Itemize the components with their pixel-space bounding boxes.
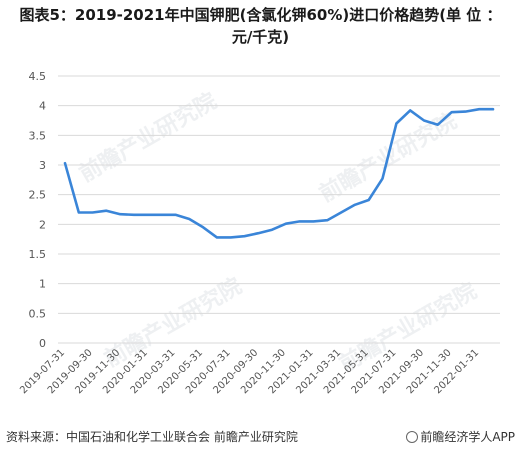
- chart-title-line1: 图表5：2019-2021年中国钾肥(含氯化钾60%)进口价格趋势(单 位 ：: [19, 6, 502, 24]
- footer: 资料来源：中国石油和化学工业联合会 前瞻产业研究院 前瞻经济学人APP: [6, 428, 515, 446]
- y-tick-label: 0.5: [29, 307, 47, 320]
- chart-title-line2: 元/千克): [231, 28, 290, 46]
- app-logo-icon: [406, 431, 419, 443]
- series-line: [63, 107, 495, 239]
- y-tick-label: 4.5: [29, 70, 47, 83]
- y-tick-label: 1: [39, 278, 46, 291]
- chart-title: 图表5：2019-2021年中国钾肥(含氯化钾60%)进口价格趋势(单 位 ： …: [0, 4, 521, 48]
- y-tick-label: 0: [39, 337, 46, 350]
- y-tick-label: 4: [39, 100, 46, 113]
- y-tick-label: 3: [39, 159, 46, 172]
- y-tick-label: 2.5: [29, 189, 47, 202]
- y-tick-label: 3.5: [29, 129, 47, 142]
- y-tick-label: 1.5: [29, 248, 47, 261]
- source-note: 资料来源：中国石油和化学工业联合会 前瞻产业研究院: [6, 430, 298, 444]
- app-credit-label: 前瞻经济学人APP: [420, 430, 515, 444]
- app-credit: 前瞻经济学人APP: [406, 428, 515, 445]
- y-tick-label: 2: [39, 218, 46, 231]
